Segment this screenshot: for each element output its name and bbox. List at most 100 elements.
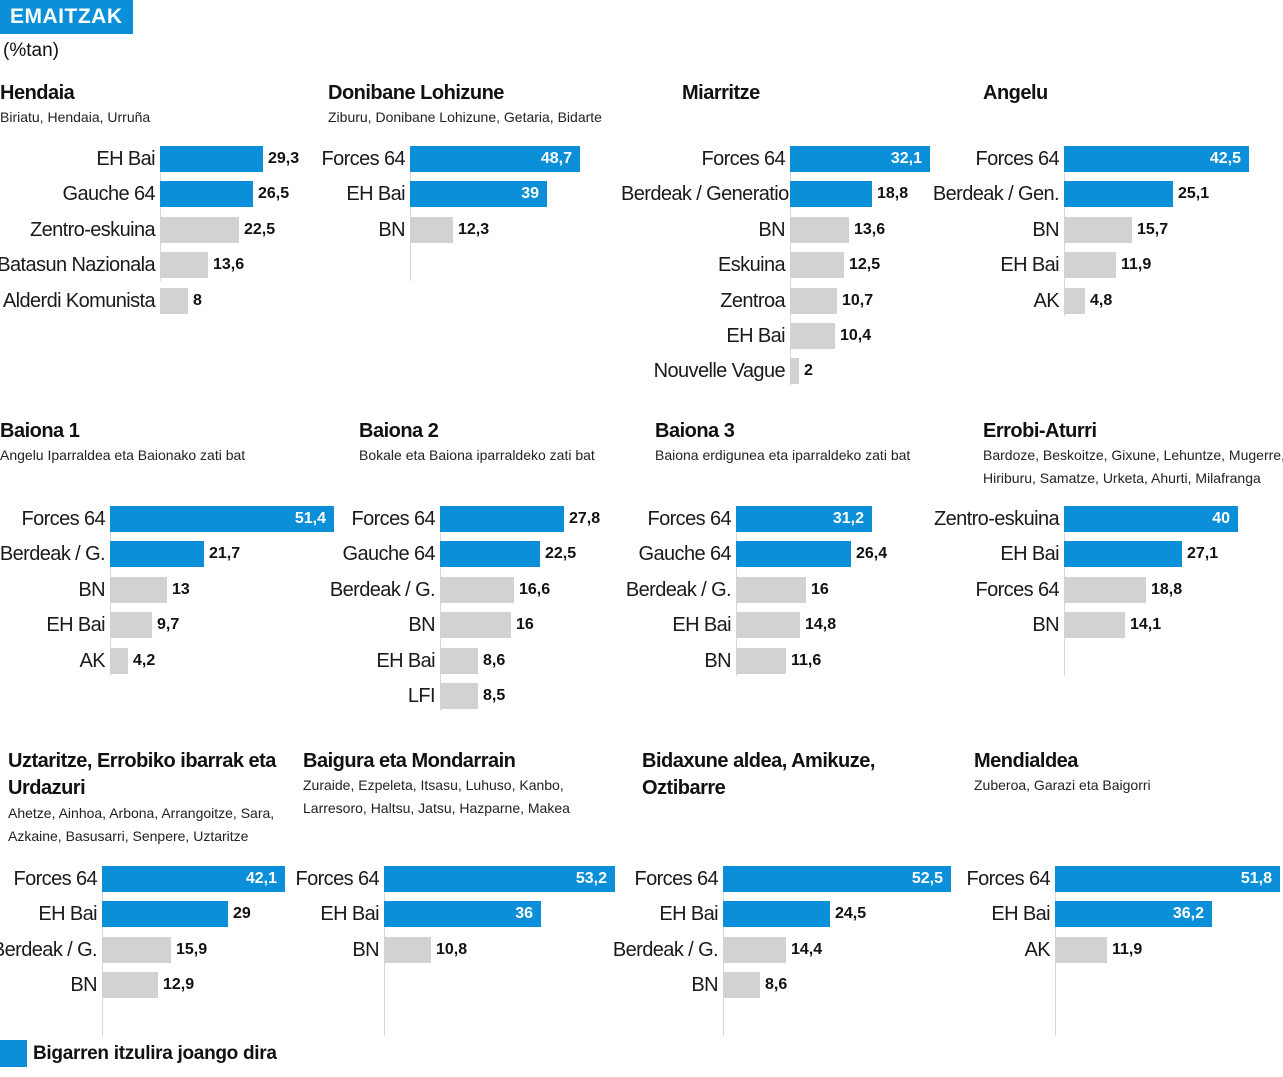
- category-label: BN: [758, 219, 785, 241]
- category-label: EH Bai: [672, 614, 731, 636]
- value-label: 11,6: [791, 652, 822, 669]
- value-label: 39: [521, 185, 539, 202]
- panel-title: Baigura eta Mondarrain: [303, 750, 516, 772]
- bar-qualified: [723, 866, 951, 892]
- bar-qualified: [410, 146, 580, 172]
- category-label: BN: [78, 579, 105, 601]
- bar-chart: Forces 64 48,7 EH Bai 39 BN 12,3: [321, 146, 638, 281]
- value-label: 11,9: [1112, 941, 1143, 958]
- value-label: 42,1: [245, 870, 277, 887]
- bar-chart: Forces 64 51,8 EH Bai 36,2 AK 11,9: [966, 866, 1283, 1036]
- value-label: 31,2: [832, 510, 864, 527]
- value-label: 8,5: [483, 687, 506, 704]
- bar-qualified: [790, 181, 872, 207]
- bar-chart: Forces 64 42,1 EH Bai 29 Berdeak / G. 15,9 BN 1…: [0, 866, 318, 1036]
- category-label: Zentroa: [720, 290, 785, 312]
- constituency-panel: Baigura eta Mondarrain Zuraide, Ezpeleta,…: [295, 748, 615, 1068]
- category-label: Berdeak / G.: [0, 543, 106, 565]
- panel-title: Uztaritze, Errobiko ibarrak eta Urdazuri: [8, 750, 276, 799]
- bar-qualified: [1064, 181, 1173, 207]
- panel-title: Baiona 1: [0, 420, 80, 442]
- value-label: 9,7: [157, 616, 180, 633]
- value-label: 48,7: [540, 150, 572, 167]
- panel-title: Baiona 3: [655, 420, 735, 442]
- panel-subtitle: Ahetze, Ainhoa, Arbona, Arrangoitze, Sar…: [8, 805, 275, 844]
- value-label: 51,4: [294, 510, 326, 527]
- bar: [736, 577, 806, 603]
- bar: [102, 972, 158, 998]
- value-label: 2: [804, 362, 813, 379]
- bar: [1064, 288, 1085, 314]
- value-label: 29: [233, 905, 251, 922]
- bar-chart: Forces 64 31,2 Gauche 64 26,4 Berdeak / G. 16…: [626, 506, 965, 676]
- axis-baseline: [440, 506, 441, 711]
- panel-subtitle: Bokale eta Baiona iparraldeko zati bat: [359, 447, 595, 463]
- bar-chart: Forces 64 52,5 EH Bai 24,5 Berdeak / G. 14,4 B…: [613, 866, 952, 1036]
- value-label: 4,2: [133, 652, 156, 669]
- bar: [440, 683, 478, 709]
- panel-subtitle: Baiona erdigunea eta iparraldeko zati ba…: [655, 447, 911, 463]
- bar-qualified: [736, 541, 851, 567]
- value-label: 8: [193, 292, 202, 309]
- constituency-panel: Donibane Lohizune Ziburu, Donibane Lohizu…: [321, 80, 628, 400]
- header-badge: EMAITZAK: [0, 0, 133, 34]
- value-label: 51,8: [1240, 870, 1272, 887]
- category-label: EH Bai: [376, 650, 435, 672]
- category-label: AK: [1024, 939, 1051, 961]
- bar: [1064, 577, 1146, 603]
- legend: Bigarren itzulira joango dira: [0, 1040, 277, 1067]
- value-label: 13: [172, 581, 190, 598]
- panel-title: Hendaia: [0, 82, 75, 104]
- bar-qualified: [1064, 146, 1249, 172]
- bar-qualified: [1064, 541, 1182, 567]
- value-label: 32,1: [890, 150, 922, 167]
- category-label: Zentro-eskuina: [30, 219, 156, 241]
- bar-chart: EH Bai 29,3 Gauche 64 26,5 Zentro-eskuina 22,…: [0, 146, 310, 314]
- category-label: Forces 64: [295, 868, 379, 890]
- constituency-panel: Hendaia Biriatu, Hendaia, Urruña EH Bai 29,…: [0, 80, 300, 400]
- bar-qualified: [790, 146, 930, 172]
- category-label: EH Bai: [726, 325, 785, 347]
- category-label: Nouvelle Vague: [653, 360, 786, 382]
- panel-subtitle: Biriatu, Hendaia, Urruña: [0, 109, 151, 125]
- unit-label: (%tan): [3, 40, 59, 61]
- category-label: Eskuina: [718, 254, 786, 276]
- category-label: BN: [1032, 614, 1059, 636]
- category-label: BN: [704, 650, 731, 672]
- category-label: Forces 64: [634, 868, 718, 890]
- legend-swatch: [0, 1040, 27, 1067]
- category-label: Forces 64: [351, 508, 435, 530]
- value-label: 22,5: [244, 221, 276, 238]
- value-label: 8,6: [765, 976, 788, 993]
- bar-qualified: [384, 866, 615, 892]
- value-label: 36,2: [1172, 905, 1204, 922]
- legend-label: Bigarren itzulira joango dira: [33, 1042, 277, 1064]
- category-label: BN: [70, 974, 97, 996]
- constituency-panel: Baiona 3 Baiona erdigunea eta iparraldeko…: [626, 418, 955, 738]
- bar-qualified: [440, 506, 564, 532]
- bar-chart: Forces 64 53,2 EH Bai 36 BN 10,8: [295, 866, 615, 1036]
- constituency-panel: Errobi-Aturri Bardoze, Beskoitze, Gixune,…: [934, 418, 1283, 738]
- category-label: Alderdi Komunista: [2, 290, 156, 312]
- value-label: 14,1: [1130, 616, 1162, 633]
- panel-subtitle: Zuberoa, Garazi eta Baigorri: [974, 777, 1151, 793]
- bar: [440, 577, 514, 603]
- value-label: 18,8: [877, 185, 909, 202]
- category-label: BN: [691, 974, 718, 996]
- constituency-panel: Uztaritze, Errobiko ibarrak eta Urdazuri…: [0, 748, 308, 1068]
- bar-chart: Forces 64 42,5 Berdeak / Gen. 25,1 BN 15,7 EH …: [933, 146, 1283, 316]
- category-label: Forces 64: [966, 868, 1050, 890]
- category-label: BN: [378, 219, 405, 241]
- panel-subtitle: Ziburu, Donibane Lohizune, Getaria, Bida…: [328, 109, 602, 125]
- panel-title: Angelu: [983, 82, 1048, 104]
- category-label: EH Bai: [46, 614, 105, 636]
- bar: [790, 358, 799, 384]
- category-label: EH Bai: [991, 903, 1050, 925]
- bar-qualified: [160, 181, 253, 207]
- category-label: EH Bai: [1000, 254, 1059, 276]
- value-label: 42,5: [1209, 150, 1241, 167]
- bar-qualified: [1064, 506, 1238, 532]
- category-label: Forces 64: [975, 148, 1059, 170]
- bar-chart: Forces 64 32,1 Berdeak / Generations 18,8 BN…: [621, 146, 992, 386]
- value-label: 53,2: [575, 870, 607, 887]
